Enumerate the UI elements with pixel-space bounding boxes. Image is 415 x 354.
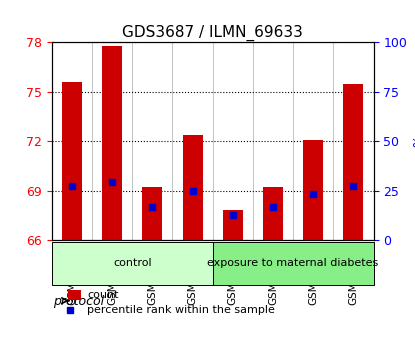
Bar [303,139,323,240]
Y-axis label: %: % [413,135,415,147]
Bar [223,210,243,240]
Bar [102,46,122,240]
Bar [68,290,81,300]
Text: protocol: protocol [53,295,104,308]
Bar [183,135,203,240]
Text: count: count [87,290,119,300]
Title: GDS3687 / ILMN_69633: GDS3687 / ILMN_69633 [122,25,303,41]
Bar [62,82,82,240]
FancyBboxPatch shape [213,242,374,285]
Bar [142,187,162,240]
Bar [263,187,283,240]
Bar [343,84,364,240]
Text: control: control [113,258,151,268]
Text: exposure to maternal diabetes: exposure to maternal diabetes [208,258,379,268]
FancyBboxPatch shape [52,242,213,285]
Text: percentile rank within the sample: percentile rank within the sample [87,304,275,315]
